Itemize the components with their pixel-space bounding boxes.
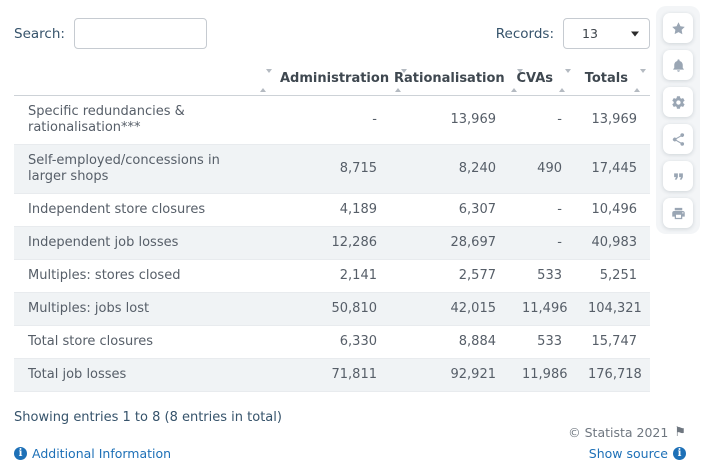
info-icon: i	[673, 447, 686, 460]
cell-value: 8,884	[458, 333, 496, 349]
cell-value: 2,577	[458, 267, 496, 283]
cell-value: 13,969	[591, 111, 638, 127]
search-label: Search:	[14, 25, 65, 42]
cell-value: 13,969	[450, 111, 497, 127]
column-header-totals[interactable]: Totals	[575, 64, 650, 96]
cell-value: 15,747	[591, 333, 638, 349]
search-input[interactable]	[73, 18, 207, 49]
records-selected-value: 13	[582, 26, 598, 41]
column-header-administration[interactable]: Administration	[276, 64, 408, 96]
cell-value: -	[557, 111, 562, 127]
table-row: Total job losses 71,811 92,921 11,986 176,71…	[14, 358, 650, 392]
cell-value: 11,496	[522, 300, 568, 316]
table-row: Multiples: stores closed 2,141 2,577 533 5,2…	[14, 259, 650, 293]
cell-value: 6,307	[458, 201, 496, 217]
toolbar: Search: Records: 13	[14, 18, 650, 49]
column-header-rationalisation[interactable]: Rationalisation	[390, 64, 523, 96]
cell-value: 28,697	[450, 234, 497, 250]
cell-value: 104,321	[588, 300, 642, 316]
row-label: Independent store closures	[28, 201, 206, 217]
records-label: Records:	[495, 25, 554, 42]
table-row: Specific redundancies & rationalisation*…	[14, 96, 650, 145]
showing-entries-text: Showing entries 1 to 8 (8 entries in tot…	[14, 409, 282, 425]
table-row: Total store closures 6,330 8,884 533 15,747	[14, 325, 650, 359]
column-header-label: Rationalisation	[394, 71, 505, 86]
notification-button[interactable]	[663, 50, 693, 80]
chevron-down-icon	[631, 31, 639, 36]
cell-value: 92,921	[450, 366, 497, 382]
cell-value: 490	[537, 160, 562, 176]
cite-button[interactable]	[663, 161, 693, 191]
column-header-row-label[interactable]	[14, 64, 276, 96]
favorite-button[interactable]	[663, 13, 693, 43]
cell-value: 6,330	[339, 333, 377, 349]
cell-value: 176,718	[588, 366, 642, 382]
cell-value: 71,811	[331, 366, 378, 382]
data-table: Administration Rationalisation CVAs Totals …	[14, 64, 650, 392]
row-label: Self-employed/concessions in larger shop…	[28, 152, 220, 184]
sort-icon[interactable]	[634, 69, 646, 92]
column-header-label: Totals	[584, 71, 628, 86]
cell-value: 8,715	[339, 160, 377, 176]
cell-value: 11,986	[522, 366, 568, 382]
quote-icon	[673, 172, 683, 180]
table-row: Independent job losses 12,286 28,697 - 40,98…	[14, 226, 650, 260]
table-row: Self-employed/concessions in larger shop…	[14, 144, 650, 194]
cell-value: -	[557, 201, 562, 217]
column-header-label: Administration	[280, 71, 390, 86]
search-group: Search:	[14, 18, 207, 49]
additional-information-label: Additional Information	[32, 446, 172, 461]
copyright: © Statista 2021 ⚑	[568, 425, 686, 440]
table-body: Specific redundancies & rationalisation*…	[14, 96, 650, 392]
cell-value: 40,983	[591, 234, 638, 250]
additional-information-link[interactable]: i Additional Information	[14, 446, 171, 461]
table-header: Administration Rationalisation CVAs Totals	[14, 64, 650, 96]
show-source-link[interactable]: Show source i	[589, 446, 686, 461]
sort-icon[interactable]	[559, 69, 571, 92]
cell-value: 5,251	[599, 267, 637, 283]
cell-value: 4,189	[339, 201, 377, 217]
row-label: Specific redundancies & rationalisation*…	[28, 104, 185, 135]
cell-value: 8,240	[458, 160, 496, 176]
cell-value: -	[372, 111, 377, 127]
info-icon: i	[14, 447, 27, 460]
bottom-links: i Additional Information Show source i	[14, 446, 686, 461]
row-label: Multiples: jobs lost	[28, 300, 150, 316]
gear-icon	[671, 95, 685, 109]
printer-icon	[671, 207, 685, 219]
cell-value: 12,286	[331, 234, 378, 250]
share-icon	[672, 132, 684, 146]
sort-icon[interactable]	[260, 69, 272, 92]
print-button[interactable]	[663, 198, 693, 228]
records-group: Records: 13	[496, 18, 650, 49]
flag-icon[interactable]: ⚑	[674, 425, 686, 440]
show-source-label: Show source	[588, 446, 668, 461]
cell-value: 42,015	[450, 300, 497, 316]
cell-value: 533	[537, 333, 562, 349]
column-header-label: CVAs	[516, 71, 553, 86]
table-row: Multiples: jobs lost 50,810 42,015 11,496 10…	[14, 292, 650, 326]
bell-icon	[672, 58, 684, 72]
table-header-row: Administration Rationalisation CVAs Totals	[14, 64, 650, 96]
cell-value: 50,810	[331, 300, 378, 316]
cell-value: -	[557, 234, 562, 250]
star-icon	[671, 21, 685, 34]
column-header-cvas[interactable]: CVAs	[509, 64, 575, 96]
cell-value: 533	[537, 267, 562, 283]
cell-value: 10,496	[591, 201, 638, 217]
row-label: Independent job losses	[28, 234, 179, 250]
row-label: Total job losses	[28, 366, 127, 382]
row-label: Total store closures	[28, 333, 154, 349]
records-select[interactable]: 13	[563, 18, 650, 49]
table-row: Independent store closures 4,189 6,307 - 10,…	[14, 193, 650, 227]
cell-value: 17,445	[591, 160, 638, 176]
cell-value: 2,141	[339, 267, 377, 283]
row-label: Multiples: stores closed	[28, 267, 181, 283]
action-rail	[656, 6, 700, 234]
settings-button[interactable]	[663, 87, 693, 117]
main-content: Search: Records: 13 Administration Ration…	[14, 0, 650, 425]
share-button[interactable]	[663, 124, 693, 154]
copyright-text: © Statista 2021	[568, 425, 669, 440]
